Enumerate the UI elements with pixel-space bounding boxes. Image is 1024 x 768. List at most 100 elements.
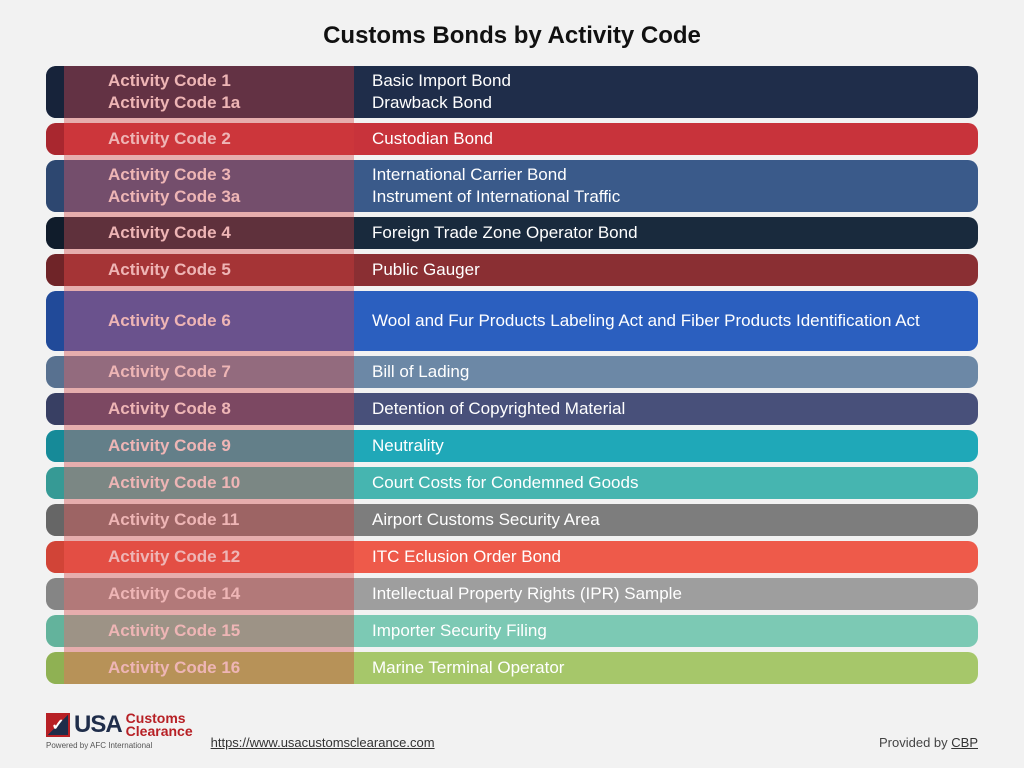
activity-desc-cell: Basic Import BondDrawback Bond: [354, 66, 978, 118]
activity-code-label: Activity Code 15: [108, 620, 354, 642]
activity-code-label: Activity Code 5: [108, 259, 354, 281]
activity-desc-cell: Neutrality: [354, 430, 978, 462]
activity-desc-label: Intellectual Property Rights (IPR) Sampl…: [372, 583, 960, 605]
row-tab: [46, 430, 64, 462]
activity-code-label: Activity Code 10: [108, 472, 354, 494]
activity-code-label: Activity Code 1a: [108, 92, 354, 114]
activity-code-label: Activity Code 3: [108, 164, 354, 186]
page-title: Customs Bonds by Activity Code: [46, 22, 978, 50]
activity-code-label: Activity Code 12: [108, 546, 354, 568]
row-tab: [46, 291, 64, 351]
activity-desc-label: Foreign Trade Zone Operator Bond: [372, 222, 960, 244]
check-icon: ✓: [46, 713, 70, 737]
activity-desc-label: Airport Customs Security Area: [372, 509, 960, 531]
activity-row: Activity Code 10 Court Costs for Condemne…: [46, 467, 978, 499]
activity-code-cell: Activity Code 15: [64, 615, 354, 647]
activity-desc-cell: Intellectual Property Rights (IPR) Sampl…: [354, 578, 978, 610]
activity-row: Activity Code 7 Bill of Lading: [46, 356, 978, 388]
row-tab: [46, 356, 64, 388]
activity-code-cell: Activity Code 4: [64, 217, 354, 249]
activity-desc-cell: International Carrier BondInstrument of …: [354, 160, 978, 212]
row-tab: [46, 615, 64, 647]
activity-row: Activity Code 11 Airport Customs Security…: [46, 504, 978, 536]
activity-desc-cell: Airport Customs Security Area: [354, 504, 978, 536]
provided-prefix: Provided by: [879, 735, 951, 750]
activity-code-cell: Activity Code 11: [64, 504, 354, 536]
activity-row: Activity Code 4 Foreign Trade Zone Operat…: [46, 217, 978, 249]
activity-desc-cell: Wool and Fur Products Labeling Act and F…: [354, 291, 978, 351]
activity-desc-label: Marine Terminal Operator: [372, 657, 960, 679]
activity-desc-cell: ITC Eclusion Order Bond: [354, 541, 978, 573]
activity-desc-cell: Marine Terminal Operator: [354, 652, 978, 684]
activity-row: Activity Code 6 Wool and Fur Products Lab…: [46, 291, 978, 351]
activity-desc-cell: Court Costs for Condemned Goods: [354, 467, 978, 499]
row-tab: [46, 652, 64, 684]
footer-left: ✓ USA Customs Clearance Powered by AFC I…: [46, 711, 435, 750]
activity-code-cell: Activity Code 7: [64, 356, 354, 388]
activity-row: Activity Code 3Activity Code 3aInternati…: [46, 160, 978, 212]
activity-code-label: Activity Code 9: [108, 435, 354, 457]
activity-desc-label: Neutrality: [372, 435, 960, 457]
activity-desc-label: Court Costs for Condemned Goods: [372, 472, 960, 494]
activity-code-label: Activity Code 4: [108, 222, 354, 244]
activity-code-cell: Activity Code 14: [64, 578, 354, 610]
row-tab: [46, 123, 64, 155]
activity-code-label: Activity Code 1: [108, 70, 354, 92]
logo-usa: USA: [74, 711, 122, 739]
activity-code-label: Activity Code 16: [108, 657, 354, 679]
activity-code-label: Activity Code 6: [108, 310, 354, 332]
activity-code-label: Activity Code 8: [108, 398, 354, 420]
activity-desc-label: Public Gauger: [372, 259, 960, 281]
activity-row: Activity Code 16 Marine Terminal Operator: [46, 652, 978, 684]
activity-desc-label: Wool and Fur Products Labeling Act and F…: [372, 310, 960, 332]
logo: ✓ USA Customs Clearance Powered by AFC I…: [46, 711, 193, 750]
activity-code-label: Activity Code 3a: [108, 186, 354, 208]
activity-desc-cell: Importer Security Filing: [354, 615, 978, 647]
row-tab: [46, 160, 64, 212]
row-tab: [46, 467, 64, 499]
activity-row: Activity Code 9 Neutrality: [46, 430, 978, 462]
activity-code-cell: Activity Code 10: [64, 467, 354, 499]
activity-desc-label: Detention of Copyrighted Material: [372, 398, 960, 420]
activity-desc-cell: Detention of Copyrighted Material: [354, 393, 978, 425]
activity-code-cell: Activity Code 3Activity Code 3a: [64, 160, 354, 212]
row-tab: [46, 217, 64, 249]
activity-code-label: Activity Code 14: [108, 583, 354, 605]
site-url-link[interactable]: https://www.usacustomsclearance.com: [211, 735, 435, 750]
activity-code-label: Activity Code 11: [108, 509, 354, 531]
provided-by: Provided by CBP: [879, 735, 978, 750]
activity-code-cell: Activity Code 5: [64, 254, 354, 286]
row-tab: [46, 578, 64, 610]
activity-row: Activity Code 5 Public Gauger: [46, 254, 978, 286]
activity-desc-label: Basic Import Bond: [372, 70, 960, 92]
row-tab: [46, 393, 64, 425]
activity-desc-label: Instrument of International Traffic: [372, 186, 960, 208]
activity-code-cell: Activity Code 9: [64, 430, 354, 462]
logo-clearance: Clearance: [126, 725, 193, 738]
activity-desc-label: Bill of Lading: [372, 361, 960, 383]
activity-desc-cell: Bill of Lading: [354, 356, 978, 388]
activity-row: Activity Code 8 Detention of Copyrighted …: [46, 393, 978, 425]
activity-desc-label: Importer Security Filing: [372, 620, 960, 642]
activity-row: Activity Code 2 Custodian Bond: [46, 123, 978, 155]
footer: ✓ USA Customs Clearance Powered by AFC I…: [46, 697, 978, 750]
activity-desc-label: Custodian Bond: [372, 128, 960, 150]
activity-code-label: Activity Code 2: [108, 128, 354, 150]
activity-code-cell: Activity Code 16: [64, 652, 354, 684]
activity-code-label: Activity Code 7: [108, 361, 354, 383]
activity-code-cell: Activity Code 8: [64, 393, 354, 425]
activity-code-cell: Activity Code 6: [64, 291, 354, 351]
cbp-link[interactable]: CBP: [951, 735, 978, 750]
rows-container: Activity Code 1Activity Code 1aBasic Imp…: [46, 66, 978, 684]
row-tab: [46, 504, 64, 536]
activity-code-cell: Activity Code 12: [64, 541, 354, 573]
activity-row: Activity Code 12ITC Eclusion Order Bond: [46, 541, 978, 573]
activity-desc-cell: Foreign Trade Zone Operator Bond: [354, 217, 978, 249]
activity-desc-cell: Public Gauger: [354, 254, 978, 286]
row-tab: [46, 254, 64, 286]
row-tab: [46, 66, 64, 118]
activity-row: Activity Code 15 Importer Security Filing: [46, 615, 978, 647]
activity-desc-label: International Carrier Bond: [372, 164, 960, 186]
logo-subtitle: Powered by AFC International: [46, 741, 193, 750]
activity-desc-cell: Custodian Bond: [354, 123, 978, 155]
